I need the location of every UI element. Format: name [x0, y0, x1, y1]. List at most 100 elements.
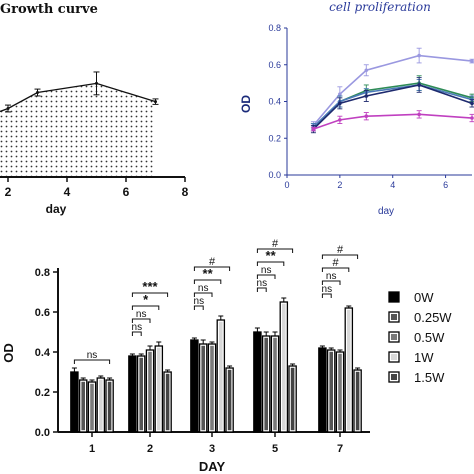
bar-y-tick-label: 0.4 [35, 347, 51, 359]
significance-bracket [256, 261, 285, 266]
growth-x-tick-label: 8 [182, 185, 189, 199]
bar-inner [201, 345, 205, 431]
bar-inner [227, 369, 232, 431]
significance-label: # [337, 244, 344, 256]
bar-y-tick-label: 0.6 [35, 307, 50, 319]
significance-label: * [143, 292, 149, 307]
growth-curve-title: Growth curve [0, 2, 98, 17]
growth-x-tick-label: 4 [64, 185, 71, 199]
significance-label: ns [322, 284, 333, 295]
growth-curve-xlabel: day [46, 202, 67, 216]
significance-label: # [272, 238, 279, 250]
significance-label: ns [261, 265, 272, 276]
legend-swatch-inner [391, 334, 397, 340]
growth-curve-panel: Growth curve day 2 4 6 8 [0, 2, 189, 216]
bar-chart-ylabel: OD [1, 343, 16, 363]
significance-bracket [73, 359, 111, 364]
legend-swatch-inner [391, 354, 397, 360]
legend-label: 0W [414, 290, 434, 305]
growth-point [95, 81, 98, 85]
bar-inner [210, 345, 214, 431]
significance-label: ** [203, 266, 214, 281]
prolif-y-tick-label: 0.8 [268, 23, 281, 33]
legend-swatch-inner [391, 314, 397, 320]
prolif-point [311, 127, 316, 131]
bar-inner [107, 381, 112, 431]
significance-bracket [131, 292, 169, 297]
prolif-point [364, 114, 369, 118]
legend-label: 1W [414, 350, 434, 365]
prolif-y-tick-label: 0.2 [268, 133, 281, 143]
bar-x-tick-label: 5 [272, 443, 278, 455]
bar-y-tick-label: 0.0 [35, 427, 50, 439]
significance-label: *** [142, 279, 158, 294]
bar-y-tick-label: 0.8 [35, 267, 50, 279]
prolif-point [470, 101, 474, 106]
bar-inner [148, 351, 152, 431]
significance-bracket [321, 293, 332, 298]
legend-swatch [388, 291, 400, 303]
bar [253, 331, 262, 433]
bar-inner [165, 373, 170, 431]
bar-inner [157, 347, 161, 431]
significance-label: ns [132, 322, 143, 333]
bar-x-tick-label: 1 [89, 443, 95, 455]
bar-inner [219, 321, 223, 431]
prolif-y-tick-label: 0.6 [268, 60, 281, 70]
bar [128, 355, 137, 433]
bar-inner [355, 371, 360, 431]
bar [190, 339, 199, 433]
bar-inner [347, 309, 351, 431]
bar-inner [329, 351, 333, 431]
prolif-point [338, 118, 342, 122]
bar-inner [273, 337, 277, 431]
prolif-x-tick-label: 4 [390, 180, 395, 190]
growth-x-tick-label: 2 [5, 185, 12, 199]
bar [70, 371, 79, 433]
prolif-point [417, 83, 421, 87]
significance-bracket [131, 331, 142, 336]
bar-inner [99, 379, 103, 431]
prolif-point [417, 112, 421, 117]
significance-label: ns [257, 278, 268, 289]
bar-chart-panel: OD DAY 0.00.20.40.60.81 2 3 5 7nsnsns****nsn… [1, 238, 452, 474]
significance-bracket [321, 267, 350, 272]
bar-inner [90, 383, 94, 431]
legend-swatch-inner [391, 374, 397, 380]
significance-bracket [193, 292, 213, 297]
prolif-series-line [313, 113, 473, 130]
prolif-x-tick-label: 2 [337, 180, 342, 190]
significance-bracket [131, 305, 160, 310]
prolif-point [364, 94, 369, 98]
significance-label: ns [87, 350, 98, 361]
bar-inner [282, 303, 286, 431]
bar-inner [338, 353, 342, 431]
significance-bracket [256, 274, 276, 279]
prolif-point [417, 53, 421, 58]
cell-proliferation-title: cell proliferation [329, 0, 431, 14]
bar-inner [264, 337, 268, 431]
cell-proliferation-xlabel: day [378, 206, 394, 217]
growth-point [154, 100, 157, 104]
significance-label: ns [198, 283, 209, 294]
growth-x-tick-label: 6 [123, 185, 130, 199]
growth-point [6, 107, 10, 110]
bar-x-tick-label: 3 [209, 443, 215, 455]
prolif-point [470, 116, 474, 120]
bar-x-tick-label: 2 [147, 443, 153, 455]
bar [318, 347, 327, 433]
legend-label: 0.5W [414, 330, 445, 345]
prolif-point [470, 59, 474, 63]
prolif-point [338, 92, 342, 96]
prolif-y-tick-label: 0.0 [268, 170, 281, 180]
prolif-x-tick-label: 6 [443, 180, 448, 190]
bar-chart-xlabel: DAY [199, 459, 226, 474]
prolif-point [338, 101, 342, 106]
bar-x-tick-label: 7 [337, 443, 343, 455]
bar-inner [290, 367, 295, 431]
prolif-point [364, 68, 369, 73]
legend-label: 1.5W [414, 370, 445, 385]
significance-bracket [193, 266, 231, 271]
significance-bracket [131, 318, 151, 323]
